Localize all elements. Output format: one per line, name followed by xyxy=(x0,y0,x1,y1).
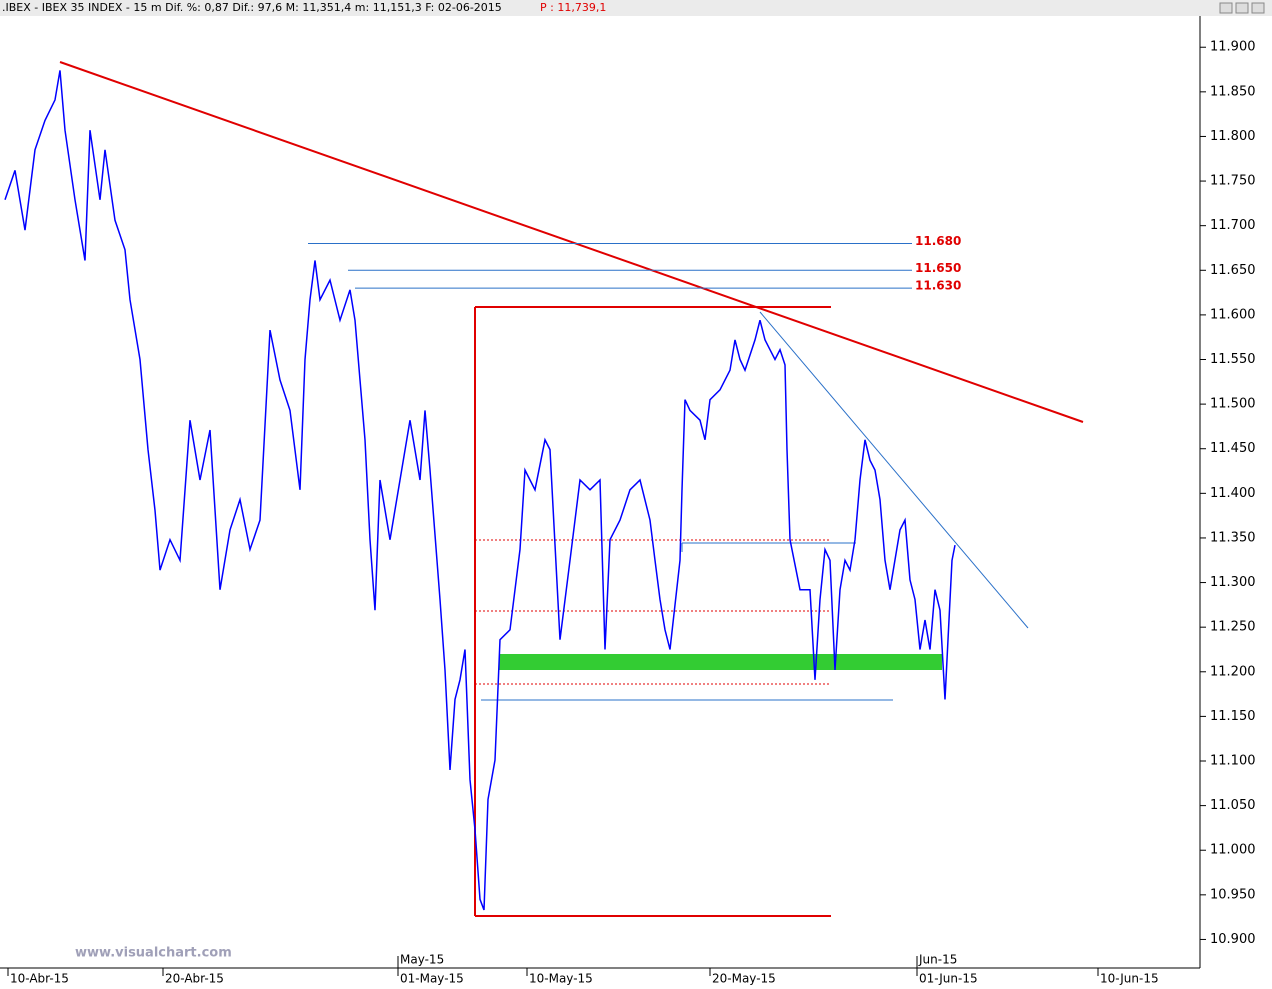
maximize-button[interactable] xyxy=(1235,2,1249,14)
trend-line xyxy=(759,311,1029,629)
x-tick-label: 01-Jun-15 xyxy=(919,972,978,986)
y-tick-label: 10.950 xyxy=(1210,887,1256,902)
price-line xyxy=(4,70,956,911)
window-buttons[interactable] xyxy=(1219,2,1265,14)
blue-levels xyxy=(481,542,893,701)
month-label: May-15 xyxy=(400,953,444,967)
y-tick-label: 11.150 xyxy=(1210,709,1256,724)
minimize-button[interactable] xyxy=(1219,2,1233,14)
level-label: 11.630 xyxy=(915,279,961,293)
support-band xyxy=(499,654,942,670)
header-bar xyxy=(0,0,1272,16)
y-tick-label: 11.400 xyxy=(1210,486,1256,501)
y-tick-label: 11.600 xyxy=(1210,307,1256,322)
x-tick-label: 20-May-15 xyxy=(712,972,776,986)
y-tick-label: 11.250 xyxy=(1210,620,1256,635)
y-tick-label: 11.800 xyxy=(1210,129,1256,144)
y-tick-label: 11.300 xyxy=(1210,575,1256,590)
y-tick-label: 11.900 xyxy=(1210,40,1256,55)
month-label: Jun-15 xyxy=(918,953,957,967)
y-tick-label: 11.350 xyxy=(1210,530,1256,545)
x-tick-label: 01-May-15 xyxy=(400,972,464,986)
y-tick-label: 11.850 xyxy=(1210,84,1256,99)
level-label: 11.680 xyxy=(915,234,961,248)
x-tick-label: 10-Abr-15 xyxy=(10,972,69,986)
y-tick-label: 11.100 xyxy=(1210,754,1256,769)
level-label: 11.650 xyxy=(915,261,961,275)
y-tick-label: 11.550 xyxy=(1210,352,1256,367)
y-tick-label: 11.750 xyxy=(1210,174,1256,189)
x-tick-label: 10-Jun-15 xyxy=(1100,972,1159,986)
resistance-line xyxy=(59,61,1084,423)
header-text: .IBEX - IBEX 35 INDEX - 15 m Dif. %: 0,8… xyxy=(2,1,502,14)
y-tick-label: 11.500 xyxy=(1210,397,1256,412)
close-button[interactable] xyxy=(1251,2,1265,14)
x-tick-label: 20-Abr-15 xyxy=(165,972,224,986)
y-tick-label: 11.700 xyxy=(1210,218,1256,233)
header-price: P : 11,739,1 xyxy=(540,1,606,14)
watermark: www.visualchart.com xyxy=(75,946,232,961)
y-tick-label: 11.000 xyxy=(1210,843,1256,858)
y-tick-label: 11.450 xyxy=(1210,441,1256,456)
y-tick-label: 11.650 xyxy=(1210,263,1256,278)
y-tick-label: 11.050 xyxy=(1210,798,1256,813)
x-tick-label: 10-May-15 xyxy=(529,972,593,986)
y-tick-label: 11.200 xyxy=(1210,664,1256,679)
y-tick-label: 10.900 xyxy=(1210,932,1256,947)
